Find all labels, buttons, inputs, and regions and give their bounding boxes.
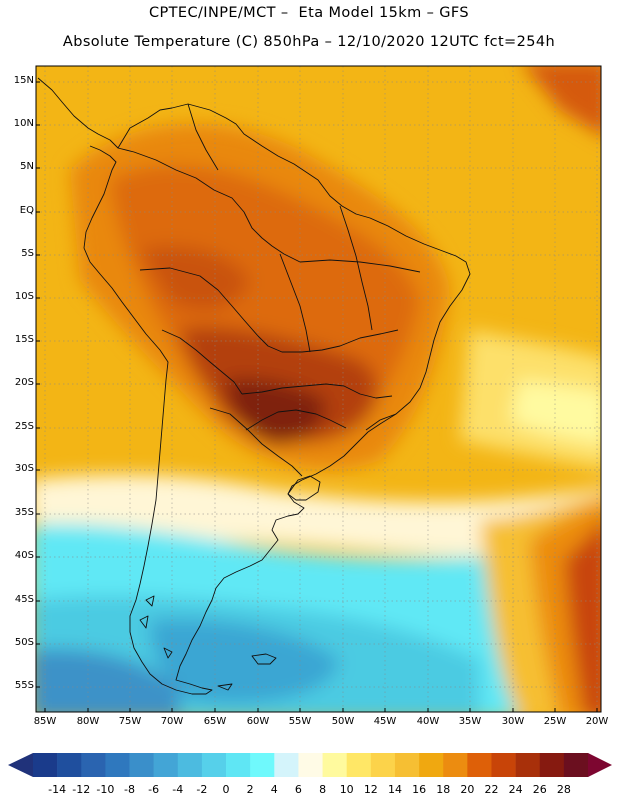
colorbar-label: -6 — [148, 783, 160, 796]
colorbar-swatch — [346, 753, 372, 777]
colorbar-swatch — [250, 753, 275, 777]
colorbar-label: 6 — [294, 783, 302, 796]
lon-label: 40W — [416, 716, 440, 727]
axis-ticks — [36, 81, 598, 712]
colorbar-swatch — [322, 753, 347, 777]
colorbar-label: 22 — [484, 783, 499, 796]
lat-label: 10N — [13, 118, 34, 129]
lat-label: 15S — [14, 334, 34, 345]
colorbar-swatch — [419, 753, 444, 777]
lon-label: 25W — [543, 716, 567, 727]
lon-label: 20W — [585, 716, 609, 727]
colorbar-swatch — [33, 753, 58, 777]
lat-label: 40S — [14, 550, 34, 561]
colorbar-label: -8 — [124, 783, 135, 796]
lat-label: EQ — [19, 205, 34, 216]
lon-label: 65W — [203, 716, 227, 727]
lon-label: 60W — [246, 716, 270, 727]
lat-label: 35S — [14, 507, 34, 518]
lon-label: 50W — [331, 716, 355, 727]
colorbar-swatch — [491, 753, 516, 777]
colorbar-label: -14 — [48, 783, 67, 796]
colorbar-label: 10 — [339, 783, 354, 796]
colorbar-label: 26 — [532, 783, 547, 796]
colorbar-swatch — [539, 753, 565, 777]
colorbar-swatch — [226, 753, 251, 777]
lat-label: 45S — [14, 594, 34, 605]
temperature-field — [36, 66, 601, 712]
colorbar-swatch — [370, 753, 396, 777]
colorbar-swatch — [201, 753, 227, 777]
lon-label: 35W — [458, 716, 482, 727]
colorbar-swatch — [563, 753, 589, 777]
lon-label: 30W — [501, 716, 525, 727]
colorbar-swatch — [129, 753, 154, 777]
colorbar-label: -4 — [172, 783, 184, 796]
colorbar-label: 28 — [556, 783, 571, 796]
colorbar-label: 8 — [319, 783, 327, 796]
lon-label: 85W — [33, 716, 57, 727]
colorbar-label: 24 — [508, 783, 523, 796]
colorbar-label: 4 — [270, 783, 278, 796]
colorbar-swatch — [274, 753, 299, 777]
lat-label: 30S — [14, 463, 34, 474]
colorbar-swatch — [394, 753, 420, 777]
colorbar-label: -10 — [96, 783, 115, 796]
colorbar-label: 0 — [222, 783, 230, 796]
colorbar-swatch — [153, 753, 179, 777]
colorbar-low-arrow — [8, 753, 33, 777]
colorbar-swatch — [177, 753, 203, 777]
lat-label: 5N — [20, 161, 34, 172]
colorbar-label: 18 — [436, 783, 451, 796]
lon-label: 45W — [373, 716, 397, 727]
lon-label: 55W — [288, 716, 312, 727]
lat-label: 25S — [14, 421, 34, 432]
colorbar-label: 2 — [246, 783, 254, 796]
lat-label: 15N — [13, 75, 34, 86]
lon-label: 70W — [160, 716, 184, 727]
map-title: CPTEC/INPE/MCT – Eta Model 15km – GFS — [148, 5, 470, 21]
colorbar-label: 12 — [363, 783, 378, 796]
map-subtitle: Absolute Temperature (C) 850hPa – 12/10/… — [62, 34, 556, 50]
colorbar-label: 14 — [387, 783, 402, 796]
colorbar — [8, 753, 612, 777]
colorbar-label: -2 — [196, 783, 208, 796]
lat-label: 10S — [14, 291, 34, 302]
lat-label: 55S — [14, 680, 34, 691]
colorbar-label: -12 — [72, 783, 91, 796]
colorbar-swatch — [443, 753, 468, 777]
lat-label: 5S — [21, 248, 34, 259]
colorbar-swatch — [57, 753, 82, 777]
colorbar-swatch — [467, 753, 492, 777]
colorbar-label: 16 — [412, 783, 427, 796]
colorbar-swatch — [105, 753, 130, 777]
colorbar-swatch — [81, 753, 106, 777]
lon-label: 75W — [118, 716, 142, 727]
lat-label: 20S — [14, 377, 34, 388]
colorbar-high-arrow — [588, 753, 612, 777]
coastline — [37, 77, 471, 695]
lon-label: 80W — [76, 716, 100, 727]
colorbar-swatch — [515, 753, 541, 777]
lat-label: 50S — [14, 637, 34, 648]
colorbar-label: 20 — [460, 783, 475, 796]
map-frame — [35, 65, 602, 713]
colorbar-swatch — [298, 753, 323, 777]
